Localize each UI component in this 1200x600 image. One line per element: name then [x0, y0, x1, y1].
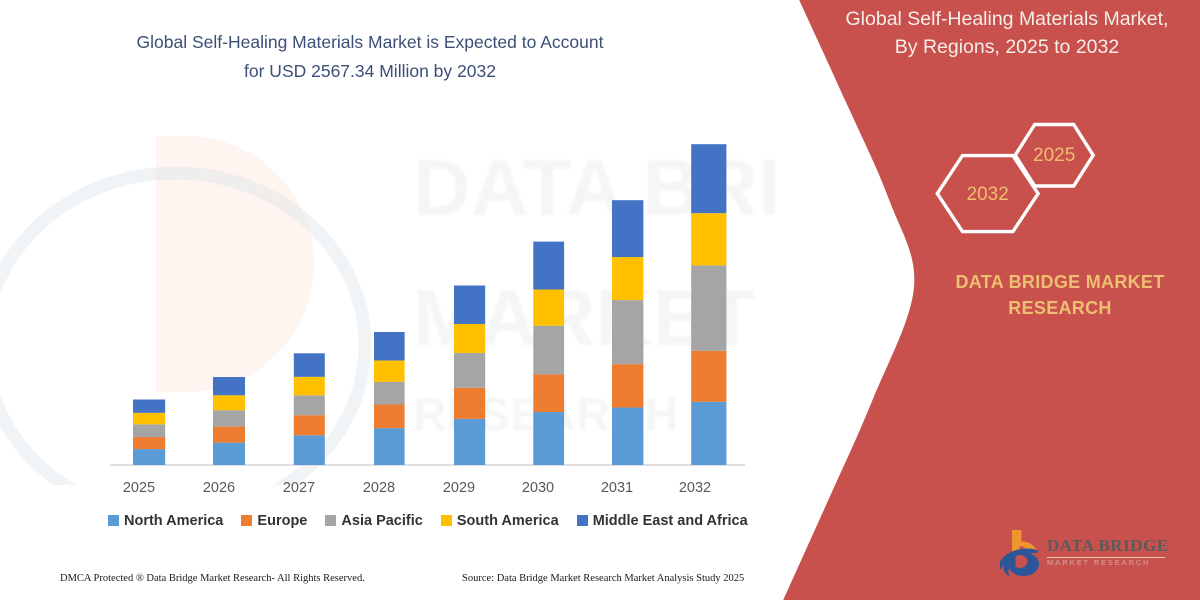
svg-text:2032: 2032: [967, 184, 1009, 205]
svg-text:2025: 2025: [1033, 145, 1075, 166]
